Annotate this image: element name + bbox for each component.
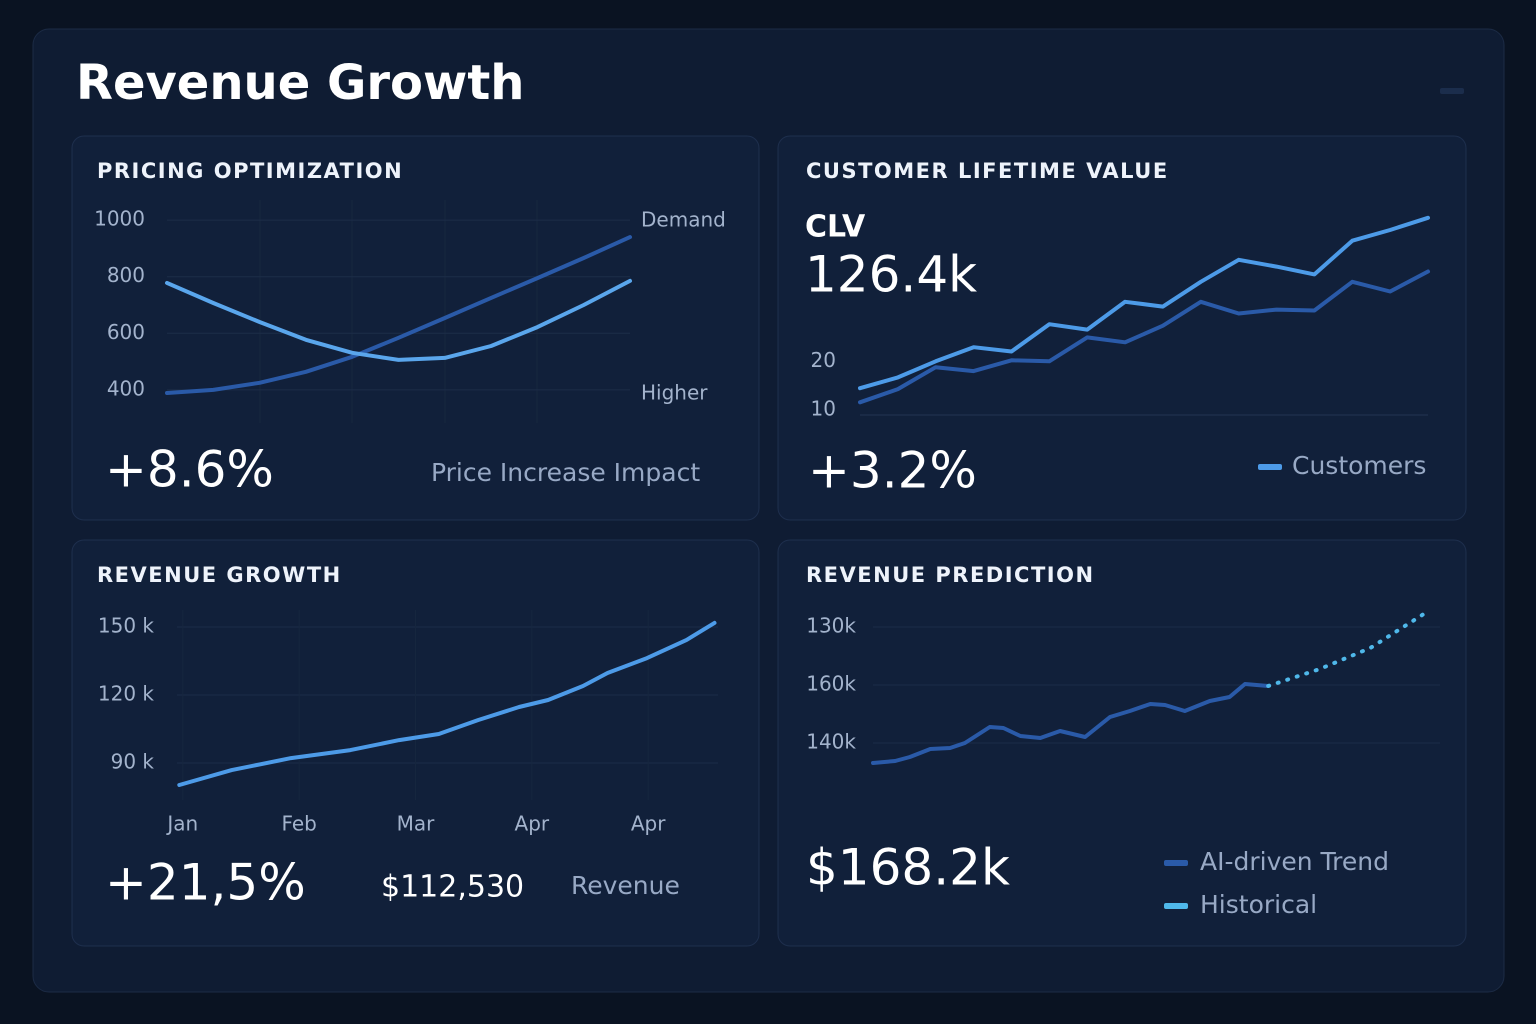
line-series bbox=[858, 269, 1430, 405]
line-series bbox=[1266, 611, 1428, 688]
metric-label: CLV bbox=[805, 210, 866, 245]
panel-title: REVENUE GROWTH bbox=[97, 563, 342, 587]
line-series bbox=[858, 215, 1430, 391]
panel-title: REVENUE PREDICTION bbox=[806, 563, 1095, 587]
legend-label: AI-driven Trend bbox=[1200, 847, 1389, 876]
y-tick-label: 140k bbox=[806, 730, 856, 754]
legend-label: Historical bbox=[1200, 890, 1317, 919]
panel-title: PRICING OPTIMIZATION bbox=[97, 159, 403, 183]
kpi: +8.6% bbox=[105, 441, 274, 499]
kpi: +3.2% bbox=[808, 442, 977, 500]
y-tick-label: 800 bbox=[107, 263, 145, 287]
amount: $112,530 bbox=[381, 870, 524, 905]
x-tick-label: Jan bbox=[165, 812, 198, 836]
y-tick-label: 120 k bbox=[98, 682, 155, 706]
kpi: +21,5% bbox=[105, 854, 306, 912]
y-tick-label: 90 k bbox=[111, 750, 155, 774]
amount-label: Revenue bbox=[571, 871, 680, 900]
kpi: $168.2k bbox=[806, 839, 1010, 897]
y-tick-label: 160k bbox=[806, 672, 856, 696]
y-tick-label: 20 bbox=[811, 348, 836, 372]
y-tick-label: 150 k bbox=[98, 614, 155, 638]
x-tick-label: Apr bbox=[631, 812, 666, 836]
panel bbox=[71, 135, 760, 521]
x-tick-label: Mar bbox=[397, 812, 436, 836]
line-series bbox=[871, 682, 1271, 765]
y-tick-label: 400 bbox=[107, 376, 145, 400]
line-series bbox=[165, 235, 632, 395]
panel-title: CUSTOMER LIFETIME VALUE bbox=[806, 159, 1169, 183]
annotation: Higher bbox=[641, 381, 708, 405]
line-series bbox=[165, 278, 632, 362]
y-tick-label: 10 bbox=[811, 397, 836, 421]
y-tick-label: 600 bbox=[107, 320, 145, 344]
page-title: Revenue Growth bbox=[76, 55, 524, 111]
panel bbox=[777, 135, 1467, 521]
line-series bbox=[177, 620, 717, 787]
metric: 126.4k bbox=[805, 246, 977, 304]
legend-label: Customers bbox=[1292, 451, 1426, 480]
x-tick-label: Apr bbox=[515, 812, 550, 836]
legend-swatch bbox=[1164, 903, 1188, 909]
kpi-label: Price Increase Impact bbox=[431, 458, 700, 487]
x-tick-label: Feb bbox=[281, 812, 316, 836]
legend-swatch bbox=[1258, 464, 1282, 470]
y-tick-label: 130k bbox=[806, 614, 856, 638]
legend-swatch bbox=[1164, 860, 1188, 866]
menu-icon bbox=[1440, 88, 1464, 94]
annotation: Demand bbox=[641, 208, 726, 232]
y-tick-label: 1000 bbox=[94, 207, 145, 231]
